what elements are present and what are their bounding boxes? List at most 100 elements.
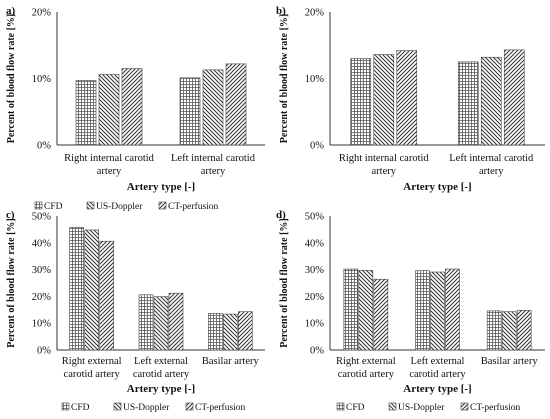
chart-panel: b)Percent of blood flow rate [%] 0% 10% 20%…	[276, 5, 545, 193]
legend-label: CFD	[44, 202, 63, 212]
legend: CFD US-Doppler CT-perfusion	[61, 402, 246, 413]
x-axis-title: Artery type [-]	[127, 181, 195, 193]
y-tick-label: 20%	[305, 292, 325, 303]
y-tick-label: 0%	[310, 346, 324, 357]
legend-label: CFD	[71, 403, 90, 413]
bar	[480, 56, 502, 146]
x-tick-label-line: Right external	[62, 356, 122, 367]
bar	[138, 294, 154, 351]
y-tick-label: 0%	[37, 346, 51, 357]
x-tick-label: Right internal carotid artery	[64, 153, 155, 177]
y-tick-label: 10%	[32, 319, 52, 330]
bar	[168, 292, 184, 351]
bar	[415, 270, 430, 351]
x-tick-label-line: artery	[97, 166, 122, 177]
legend-label: US-Doppler	[96, 202, 143, 212]
x-tick-label: Left internal carotid artery	[449, 153, 534, 177]
bar	[373, 54, 395, 146]
x-tick-label-line: carotid artery	[338, 369, 395, 380]
x-axis-title: Artery type [-]	[403, 181, 471, 193]
legend-swatch	[460, 402, 469, 411]
legend-label: US-Doppler	[398, 403, 445, 413]
bar	[208, 312, 223, 351]
x-tick-label-line: Right internal carotid	[64, 153, 155, 164]
x-tick-label-line: Left external	[134, 356, 188, 367]
bar	[69, 226, 84, 351]
x-tick-label-line: artery	[201, 166, 226, 177]
x-tick-label-line: Left internal carotid	[171, 153, 256, 164]
bar	[153, 296, 169, 351]
legend-swatch	[388, 402, 397, 411]
legend-label: CT-perfusion	[195, 402, 246, 413]
bar	[121, 68, 143, 146]
x-tick-label-line: carotid artery	[409, 369, 466, 380]
legend: CFD US-Doppler CT-perfusion	[34, 201, 219, 212]
bar	[445, 268, 460, 351]
legend-label: CT-perfusion	[470, 402, 521, 413]
x-tick-label-line: Basilar artery	[481, 356, 539, 367]
panel-label: b)	[276, 5, 286, 17]
bar	[75, 80, 97, 146]
x-tick-label-line: Basilar artery	[202, 356, 260, 367]
x-tick-label: Right internal carotid artery	[339, 153, 430, 177]
x-axis-title: Artery type [-]	[403, 383, 471, 395]
bar	[350, 58, 372, 146]
bar	[396, 50, 418, 146]
panel-label: d)	[276, 209, 286, 221]
y-tick-label: 50%	[305, 212, 325, 223]
legend-swatch	[86, 201, 95, 210]
y-tick-label: 0%	[37, 141, 51, 152]
y-tick-label: 20%	[305, 8, 325, 19]
y-tick-label: 40%	[32, 238, 52, 249]
panel-label: a)	[6, 5, 16, 17]
legend-label: US-Doppler	[123, 403, 170, 413]
bar	[486, 310, 502, 351]
bar	[373, 278, 389, 351]
bar	[358, 270, 374, 351]
y-tick-label: 50%	[32, 212, 52, 223]
x-tick-label: Basilar artery	[202, 356, 260, 367]
bar	[238, 311, 253, 351]
y-axis-title: Percent of blood flow rate [%]	[6, 218, 17, 348]
legend: CFD US-Doppler CT-perfusion	[336, 402, 521, 413]
y-tick-label: 20%	[32, 292, 52, 303]
y-tick-label: 40%	[305, 238, 325, 249]
x-tick-label: Left external carotid artery	[409, 356, 466, 380]
x-tick-label: Right external carotid artery	[336, 356, 396, 380]
bar	[343, 268, 359, 351]
legend-swatch	[61, 402, 70, 411]
x-tick-label-line: Left internal carotid	[449, 153, 534, 164]
x-tick-label-line: carotid artery	[64, 369, 121, 380]
x-tick-label-line: Left external	[411, 356, 465, 367]
x-tick-label: Basilar artery	[481, 356, 539, 367]
bar	[225, 63, 247, 146]
y-tick-label: 10%	[305, 74, 325, 85]
bar	[223, 313, 238, 351]
x-tick-label-line: artery	[372, 166, 397, 177]
y-tick-label: 10%	[305, 319, 325, 330]
bar	[202, 69, 224, 146]
x-tick-label-line: carotid artery	[133, 369, 190, 380]
bar	[99, 240, 114, 351]
x-tick-label-line: Right external	[336, 356, 396, 367]
legend-swatch	[185, 402, 194, 411]
legend-label: CFD	[346, 403, 365, 413]
y-tick-label: 30%	[305, 265, 325, 276]
legend-swatch	[158, 201, 167, 210]
bar	[501, 311, 517, 351]
bar	[84, 229, 99, 351]
chart-panel: c)Percent of blood flow rate [%] 0% 10% 20%…	[6, 209, 265, 413]
bar	[516, 310, 532, 351]
chart-panel: a)Percent of blood flow rate [%] 0% 10% 20%…	[6, 5, 265, 212]
y-axis-title: Percent of blood flow rate [%]	[279, 14, 290, 144]
chart-panel: d)Percent of blood flow rate [%] 0% 10% 20%…	[276, 209, 545, 413]
y-tick-label: 10%	[32, 74, 52, 85]
y-tick-label: 0%	[310, 141, 324, 152]
x-tick-label: Left internal carotid artery	[171, 153, 256, 177]
x-tick-label-line: artery	[479, 166, 504, 177]
y-axis-title: Percent of blood flow rate [%]	[6, 14, 17, 144]
bar	[179, 77, 201, 146]
bar	[98, 74, 120, 146]
panel-label: c)	[6, 209, 15, 221]
